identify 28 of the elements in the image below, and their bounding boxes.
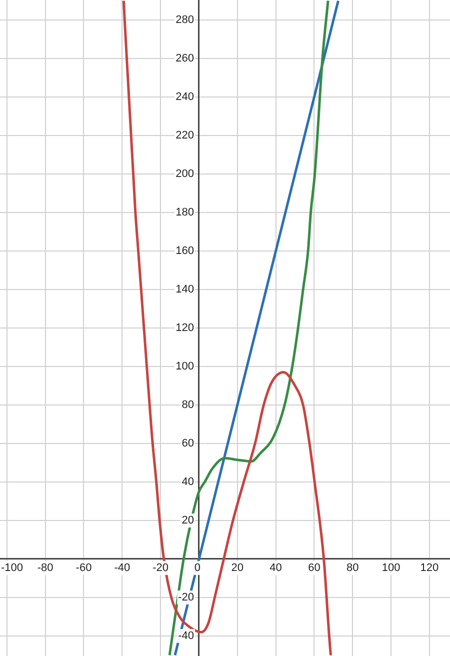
y-tick-label: 160 bbox=[176, 245, 194, 258]
x-tick-label: 0 bbox=[194, 562, 201, 574]
y-tick-label: 180 bbox=[176, 206, 194, 219]
x-tick-label: -60 bbox=[76, 562, 92, 574]
x-tick-label: -20 bbox=[152, 562, 169, 574]
y-tick-label: 240 bbox=[176, 91, 194, 104]
y-tick-label: 200 bbox=[176, 168, 194, 180]
x-tick-label: 120 bbox=[420, 562, 439, 574]
x-tick-label: 60 bbox=[308, 562, 320, 574]
x-tick-label: 40 bbox=[270, 562, 282, 574]
x-tick-label: -100 bbox=[0, 562, 24, 574]
x-tick-label: -40 bbox=[114, 562, 130, 574]
y-tick-label: 280 bbox=[176, 14, 194, 26]
y-tick-label: 20 bbox=[182, 514, 194, 527]
y-tick-label: 60 bbox=[182, 438, 194, 450]
y-tick-label: 260 bbox=[176, 52, 194, 65]
x-tick-label: 80 bbox=[346, 562, 359, 574]
y-tick-label: 220 bbox=[176, 130, 194, 142]
y-tick-label: -20 bbox=[178, 592, 194, 604]
y-tick-label: 80 bbox=[182, 399, 194, 412]
y-tick-label: 140 bbox=[176, 284, 194, 296]
y-tick-label: 40 bbox=[182, 476, 194, 488]
x-tick-label: -80 bbox=[37, 562, 54, 574]
x-tick-label: 20 bbox=[231, 562, 244, 574]
y-tick-label: 120 bbox=[176, 322, 194, 334]
y-tick-label: 100 bbox=[176, 360, 194, 373]
x-tick-label: 100 bbox=[382, 562, 400, 574]
y-tick-label: -40 bbox=[178, 630, 194, 642]
